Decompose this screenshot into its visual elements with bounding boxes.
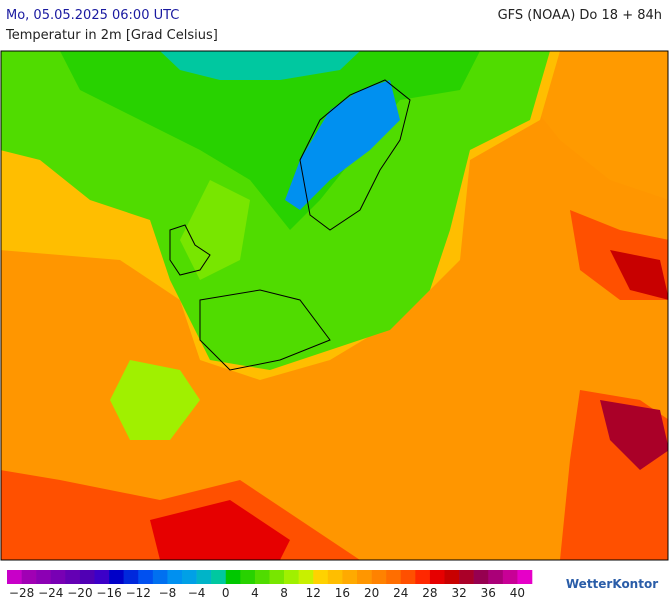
colorbar-segment	[269, 570, 285, 584]
colorbar-tick-label: 12	[306, 586, 321, 600]
colorbar-segment	[327, 570, 343, 584]
colorbar-segment	[240, 570, 256, 584]
colorbar-segment	[502, 570, 518, 584]
colorbar-segment	[429, 570, 445, 584]
brand-logo: WetterKontor	[566, 577, 658, 591]
colorbar-segment	[254, 570, 270, 584]
colorbar-segment	[459, 570, 474, 584]
colorbar-segment	[7, 570, 22, 584]
colorbar-segment	[109, 570, 124, 584]
colorbar-segment	[473, 570, 489, 584]
colorbar-tick-label: −24	[38, 586, 63, 600]
colorbar-tick-label: −16	[96, 586, 121, 600]
colorbar-tick-label: 36	[481, 586, 496, 600]
colorbar-segment	[400, 570, 416, 584]
colorbar-segment	[284, 570, 299, 584]
colorbar-tick-label: 8	[280, 586, 288, 600]
run-time: Mo, 05.05.2025 06:00 UTC	[6, 8, 179, 23]
colorbar-tick-label: 24	[393, 586, 408, 600]
colorbar-segment	[313, 570, 329, 584]
colorbar-segment	[36, 570, 52, 584]
colorbar-tick-label: −8	[159, 586, 177, 600]
colorbar-segment	[488, 570, 504, 584]
colorbar-tick-label: 20	[364, 586, 379, 600]
colorbar-segment	[444, 570, 460, 584]
colorbar-tick-label: 16	[335, 586, 350, 600]
colorbar-segment	[298, 570, 314, 584]
colorbar-segment	[50, 570, 66, 584]
colorbar: −28 −24 −20 −16 −12 −8 −4 0 4 8 12 16 20 24 28 32 36 40	[7, 570, 533, 600]
colorbar-segment	[357, 570, 372, 584]
colorbar-segment	[94, 570, 110, 584]
colorbar-segment	[167, 570, 183, 584]
colorbar-tick-label: 4	[251, 586, 259, 600]
colorbar-segment	[342, 570, 358, 584]
colorbar-segment	[123, 570, 139, 584]
colorbar-segment	[138, 570, 154, 584]
colorbar-tick-label: −28	[9, 586, 34, 600]
colorbar-tick-label: −20	[67, 586, 92, 600]
colorbar-segment	[386, 570, 402, 584]
temperature-map	[1, 51, 668, 560]
colorbar-segment	[21, 570, 37, 584]
colorbar-tick-label: −12	[126, 586, 151, 600]
subtitle: Temperatur in 2m [Grad Celsius]	[5, 28, 218, 43]
model-info: GFS (NOAA) Do 18 + 84h	[498, 8, 662, 23]
colorbar-segment	[65, 570, 81, 584]
colorbar-segment	[152, 570, 168, 584]
colorbar-segment	[79, 570, 95, 584]
colorbar-segment	[225, 570, 241, 584]
colorbar-segment	[415, 570, 431, 584]
colorbar-tick-label: 32	[451, 586, 466, 600]
colorbar-segment	[517, 570, 533, 584]
colorbar-segment	[196, 570, 212, 584]
colorbar-tick-label: 40	[510, 586, 525, 600]
colorbar-segment	[211, 570, 227, 584]
colorbar-segment	[371, 570, 387, 584]
colorbar-tick-label: 28	[422, 586, 437, 600]
colorbar-segment	[182, 570, 197, 584]
colorbar-tick-label: −4	[188, 586, 206, 600]
map-frame	[0, 50, 669, 561]
colorbar-tick-label: 0	[222, 586, 230, 600]
